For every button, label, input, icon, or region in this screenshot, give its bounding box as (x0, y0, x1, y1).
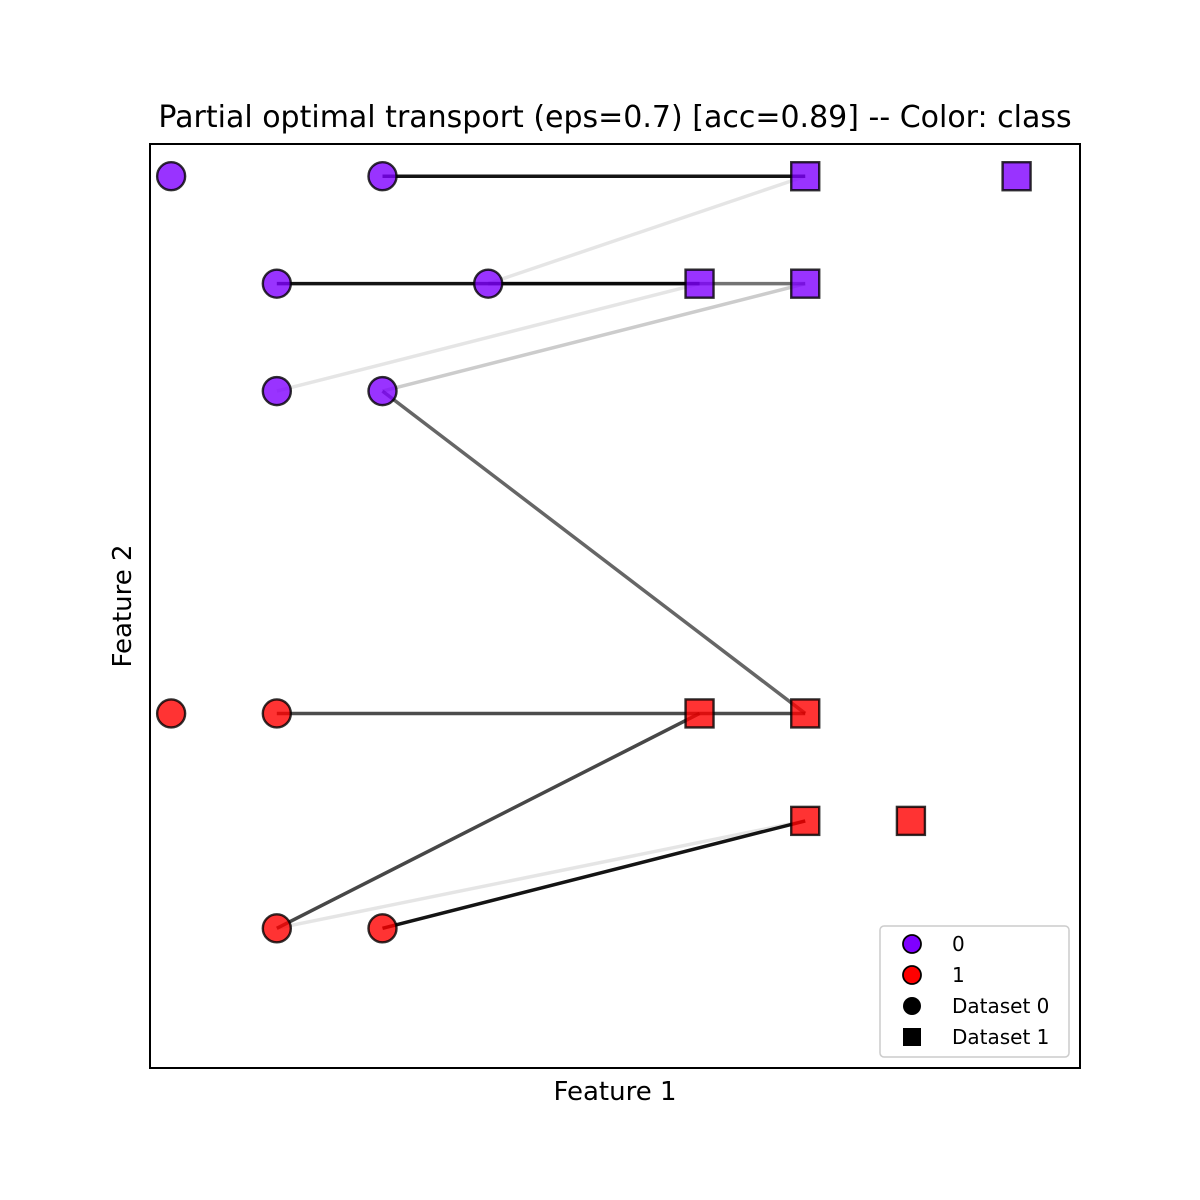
transport-link (381, 389, 807, 715)
x-axis-label: Feature 1 (553, 1077, 676, 1107)
dataset-0-circle-point (367, 913, 398, 944)
dataset-1-square-point (684, 268, 715, 299)
dataset-0-circle-point (261, 913, 293, 944)
legend-square-marker (903, 1028, 921, 1046)
legend-circle-marker (902, 965, 922, 985)
dataset-1-square-point (790, 161, 821, 192)
dataset-1-square-point (790, 698, 821, 729)
dataset-1-square-point (790, 268, 821, 299)
dataset-1-square-point (895, 805, 927, 837)
chart-title: Partial optimal transport (eps=0.7) [acc… (158, 100, 1071, 135)
y-axis-label: Feature 2 (108, 544, 138, 667)
dataset-0-circle-point (472, 268, 504, 299)
legend-label: 1 (952, 963, 965, 987)
dataset-0-circle-point (261, 698, 293, 729)
transport-link (276, 819, 806, 931)
dataset-0-circle-point (367, 375, 398, 407)
legend-circle-marker (903, 997, 921, 1015)
transport-link (382, 819, 806, 931)
legend: 0 1 Dataset 0 Dataset 1 (879, 925, 1070, 1058)
transport-link (487, 174, 806, 286)
dataset-0-circle-point (155, 698, 187, 729)
transport-link (276, 281, 700, 393)
legend-label: 0 (952, 932, 965, 956)
dataset-0-circle-point (261, 375, 293, 407)
dataset-1-square-point (1001, 161, 1032, 192)
legend-box (879, 925, 1070, 1058)
data-points (155, 161, 1032, 944)
transport-link (382, 281, 806, 393)
legend-circle-marker (902, 934, 922, 954)
legend-label: Dataset 0 (952, 994, 1049, 1018)
dataset-0-circle-point (261, 268, 293, 299)
dataset-0-circle-point (367, 161, 398, 192)
dataset-1-square-point (684, 698, 715, 729)
dataset-1-square-point (790, 805, 821, 837)
legend-label: Dataset 1 (952, 1025, 1049, 1049)
dataset-0-circle-point (155, 161, 187, 192)
plot-area-frame (149, 143, 1081, 1069)
transport-link (276, 711, 701, 930)
